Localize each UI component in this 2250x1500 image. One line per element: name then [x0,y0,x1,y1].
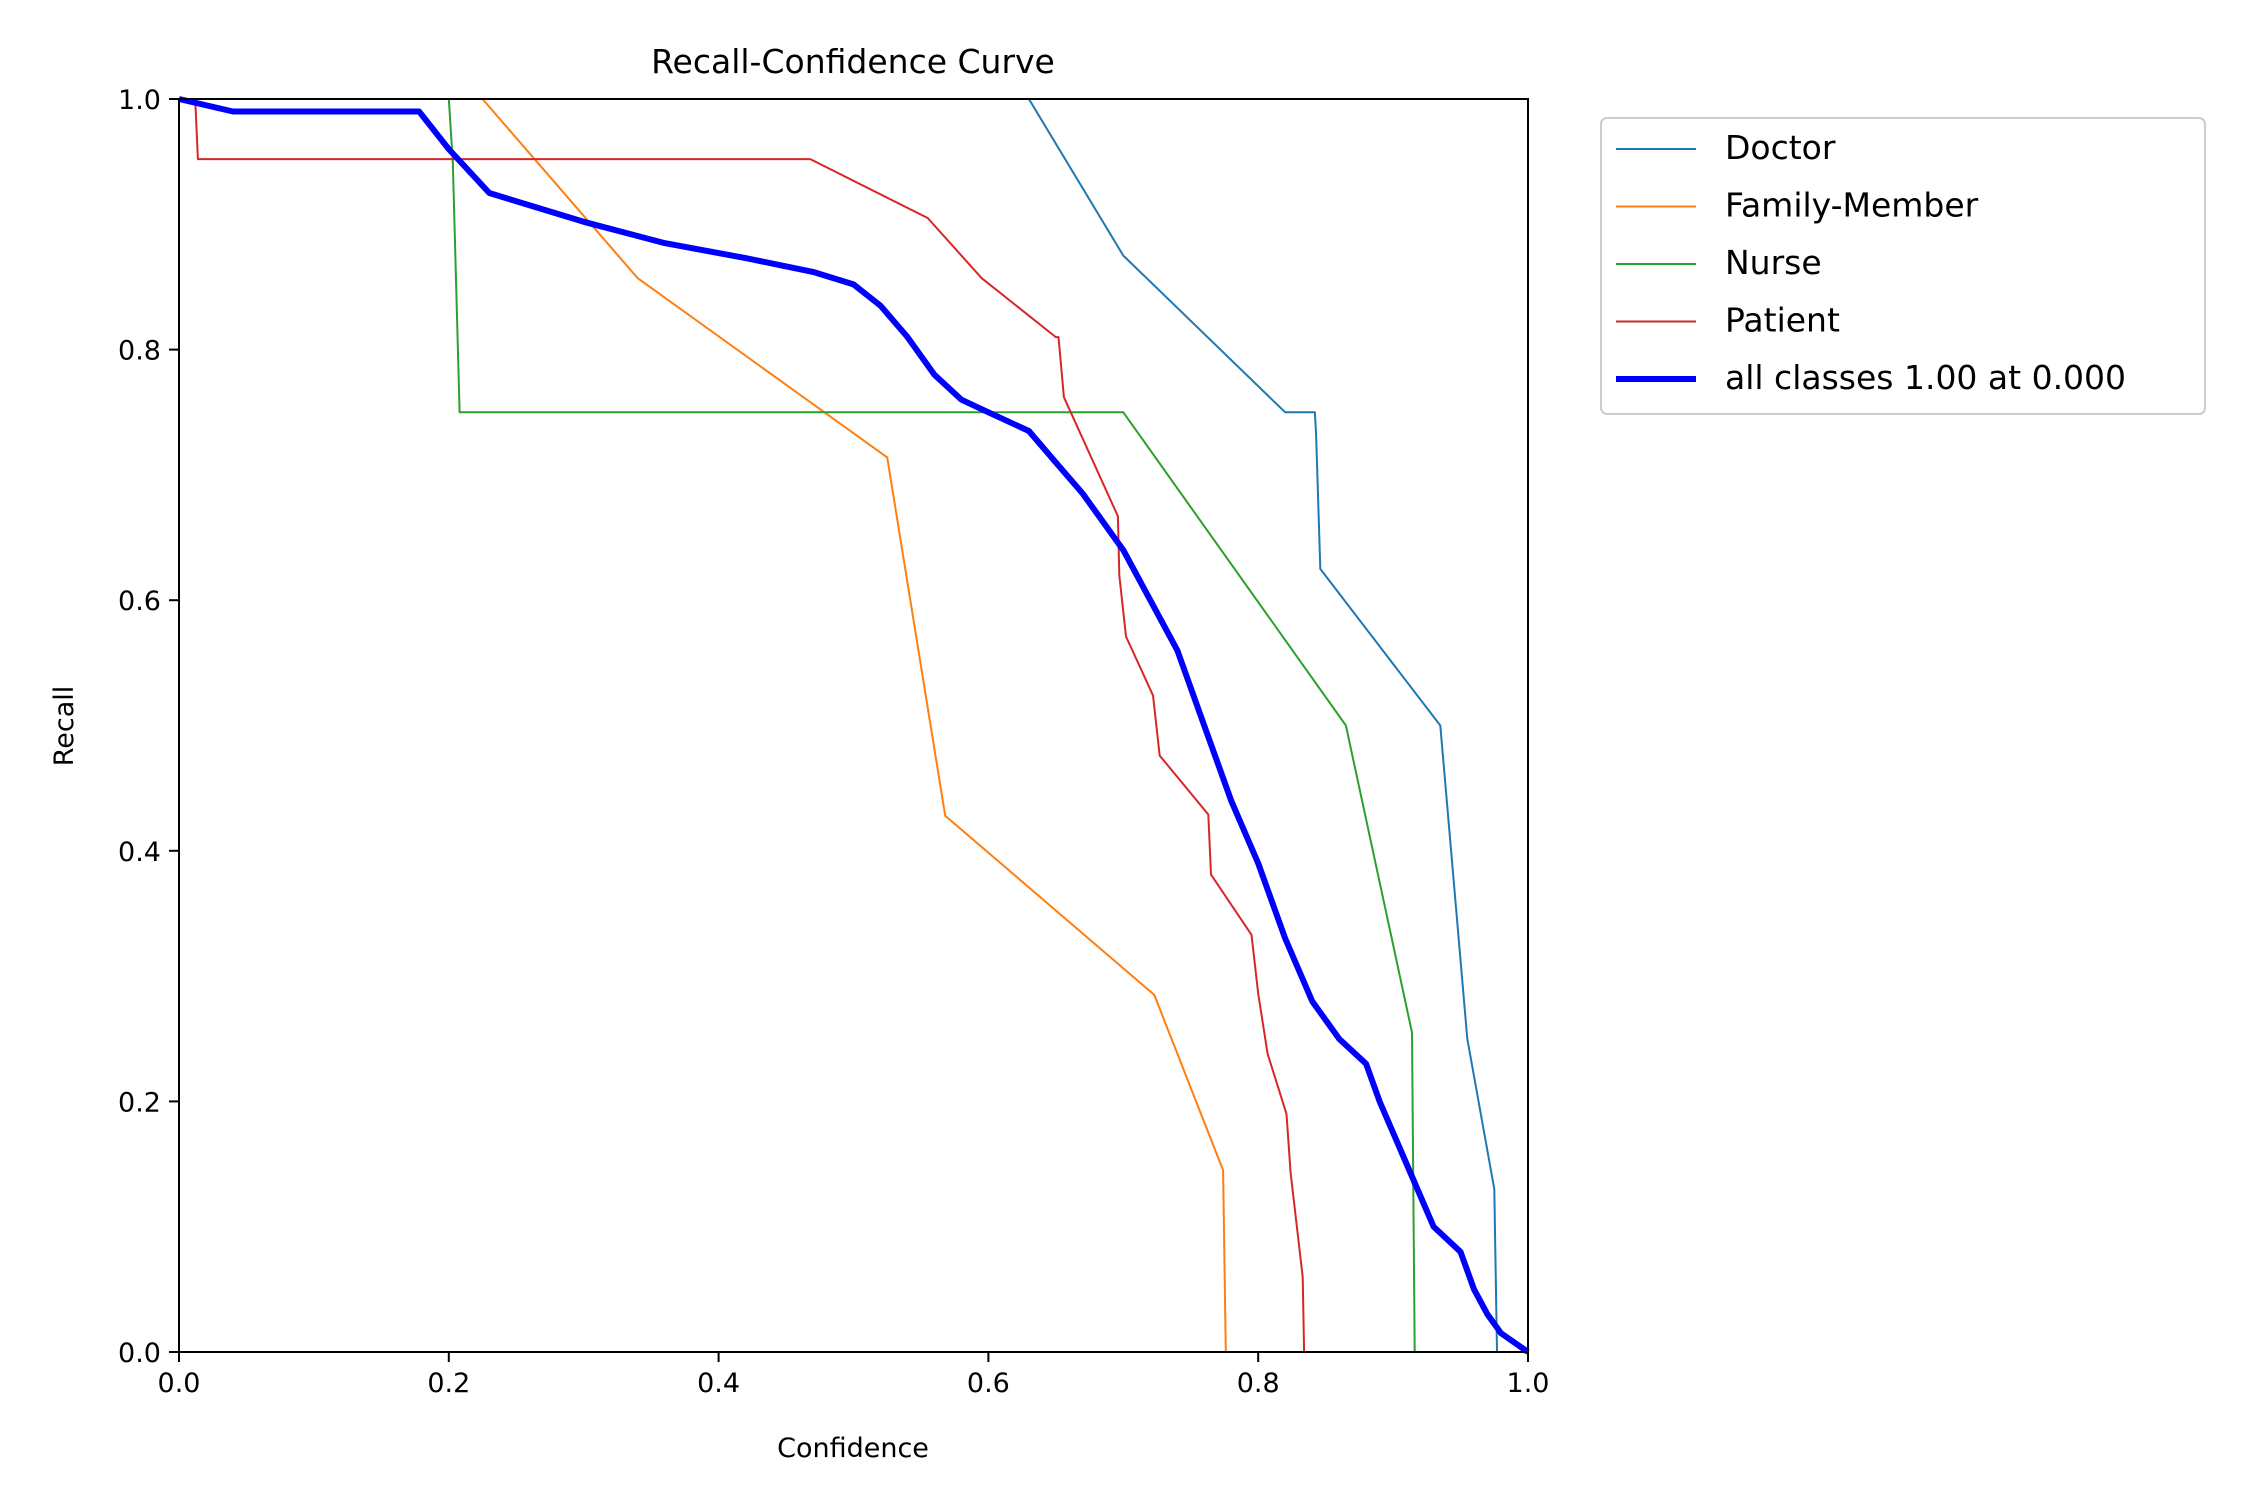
x-tick-label: 1.0 [1507,1368,1550,1399]
x-tick-label: 0.4 [697,1368,740,1399]
series-line-doctor [1028,98,1528,1353]
legend-label-doctor: Doctor [1725,128,1836,167]
x-axis: 0.0 0.2 0.4 0.6 0.8 1.0 [158,1352,1550,1399]
legend-label-patient: Patient [1725,301,1840,340]
legend-frame [1600,117,2206,415]
x-tick-label: 0.0 [158,1368,201,1399]
legend-label-all-classes-1-00-at-0-000: all classes 1.00 at 0.000 [1725,358,2126,397]
plot-frame [178,98,1529,1353]
y-tick-label: 0.4 [118,837,161,868]
y-tick-label: 1.0 [118,85,161,116]
chart-title: Recall-Confidence Curve [651,42,1055,81]
legend-label-family-member: Family-Member [1725,186,1979,225]
plot-lines [178,96,1530,1355]
y-tick-label: 0.2 [118,1087,161,1118]
series-line-all-classes-1-00-at-0-000 [178,96,1530,1355]
legend: Doctor Family-Member Nurse Patient all class… [1600,117,2206,415]
y-axis-label: Recall [49,686,80,767]
x-tick-label: 0.8 [1237,1368,1280,1399]
series-line-nurse [447,98,1528,1353]
x-tick-label: 0.2 [427,1368,470,1399]
series-line-patient [179,98,1528,1353]
x-tick-label: 0.6 [967,1368,1010,1399]
y-axis: 0.0 0.2 0.4 0.6 0.8 1.0 [118,85,179,1369]
y-tick-label: 0.8 [118,336,161,367]
y-tick-label: 0.0 [118,1338,161,1369]
legend-label-nurse: Nurse [1725,243,1822,282]
series-line-family-member [481,98,1528,1353]
y-tick-label: 0.6 [118,586,161,617]
x-axis-label: Confidence [777,1433,929,1464]
